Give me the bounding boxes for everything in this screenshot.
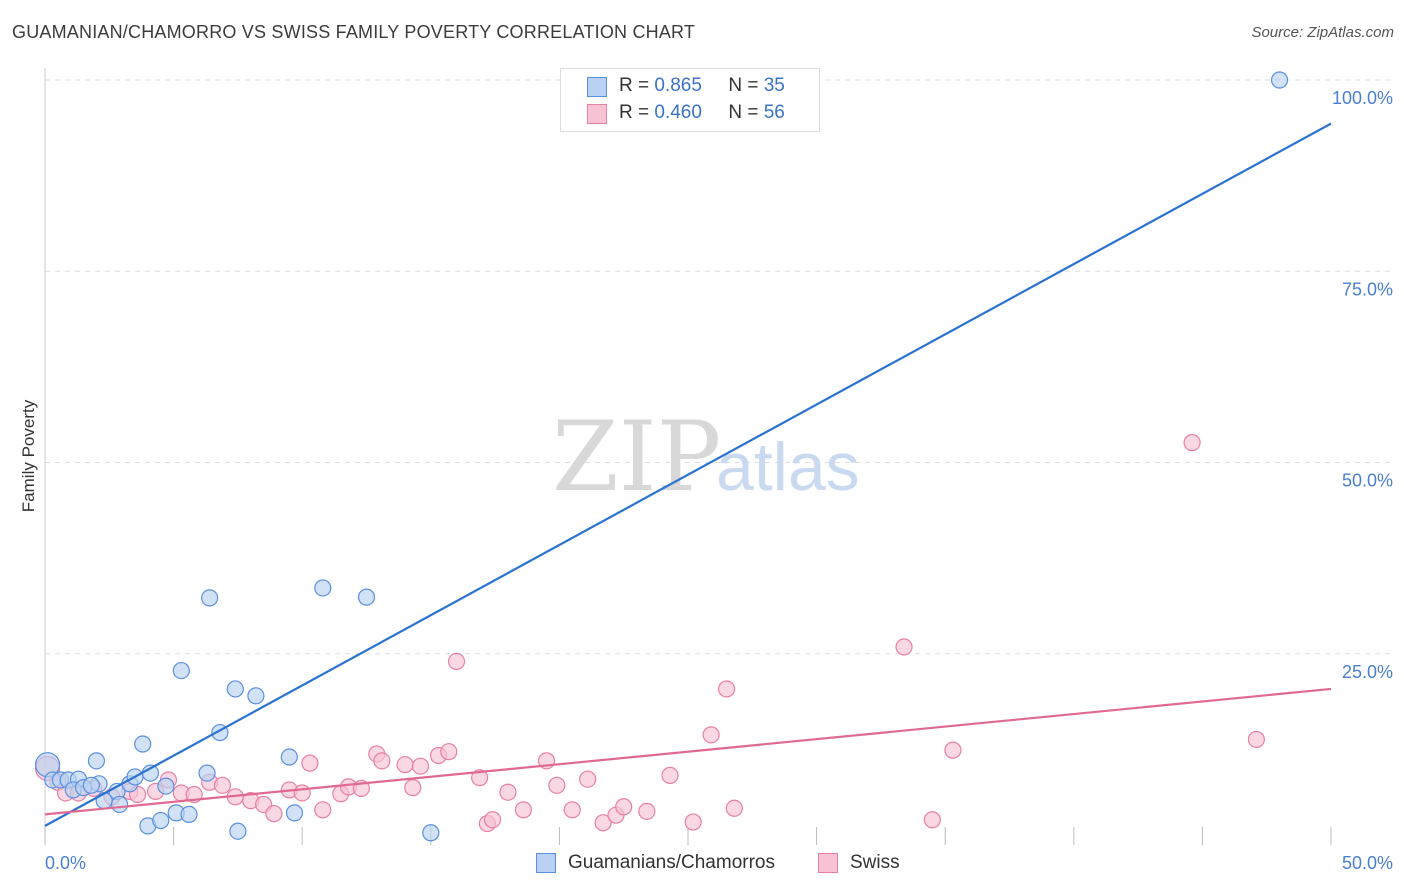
bottom-legend-swatch-blue xyxy=(536,853,556,873)
point-swiss xyxy=(684,813,702,831)
point-guamanian xyxy=(247,687,265,705)
point-swiss xyxy=(594,814,612,832)
regression-line-guamanian xyxy=(44,122,1332,827)
point-guamanian xyxy=(422,824,440,842)
point-swiss xyxy=(396,756,414,774)
point-swiss xyxy=(923,811,941,829)
point-guamanian xyxy=(157,777,175,795)
point-swiss xyxy=(483,811,502,829)
point-guamanian xyxy=(1270,71,1289,89)
point-swiss xyxy=(301,754,319,772)
point-swiss xyxy=(314,801,332,819)
legend-n-label: N = xyxy=(728,102,759,123)
y-tick-label: 50.0% xyxy=(1342,471,1393,491)
y-tick-label: 100.0% xyxy=(1332,88,1393,108)
point-swiss xyxy=(471,769,489,787)
point-guamanian xyxy=(280,748,298,766)
point-guamanian xyxy=(152,811,170,830)
point-guamanian xyxy=(285,804,304,822)
point-swiss xyxy=(702,726,720,744)
legend-r-label: R = xyxy=(619,102,650,123)
y-axis-label: Family Poverty xyxy=(19,399,38,512)
point-swiss xyxy=(661,766,679,784)
point-swiss xyxy=(440,743,458,761)
x-tick-label-min: 0.0% xyxy=(45,853,86,873)
y-tick-label: 25.0% xyxy=(1342,662,1393,682)
legend-n-label: N = xyxy=(728,75,759,96)
stats-legend: R = 0.865 N = 35 R = 0.460 N = 56 xyxy=(560,68,820,132)
point-swiss xyxy=(944,741,962,759)
point-guamanian xyxy=(314,579,332,597)
point-swiss xyxy=(404,779,422,797)
watermark: ZIP atlas xyxy=(552,401,860,513)
point-guamanian xyxy=(172,661,190,680)
axis-layer xyxy=(44,68,1332,845)
watermark-zip: ZIP xyxy=(552,401,721,513)
grid-layer xyxy=(45,79,1392,655)
regression-lines xyxy=(44,122,1332,827)
point-guamanian xyxy=(180,805,198,824)
bottom-legend-swatch-pink xyxy=(818,853,838,873)
point-guamanian xyxy=(229,822,247,840)
regression-line-swiss xyxy=(44,687,1332,816)
legend-r-value: 0.865 xyxy=(654,75,702,96)
point-guamanian xyxy=(201,589,219,607)
point-guamanian xyxy=(110,795,129,814)
point-swiss xyxy=(1247,730,1266,749)
point-swiss xyxy=(411,757,430,775)
point-swiss xyxy=(615,798,633,816)
x-tick-label-max: 50.0% xyxy=(1342,853,1393,873)
bottom-legend-label: Swiss xyxy=(850,852,900,873)
point-swiss xyxy=(514,801,532,819)
legend-r-value: 0.460 xyxy=(654,102,702,123)
point-guamanian xyxy=(134,735,152,753)
watermark-atlas: atlas xyxy=(716,429,860,505)
point-guamanian xyxy=(87,752,106,770)
point-swiss xyxy=(548,776,566,794)
y-tick-label: 75.0% xyxy=(1342,279,1393,299)
point-swiss xyxy=(1183,434,1201,452)
point-swiss xyxy=(895,638,913,656)
point-guamanian xyxy=(357,588,376,606)
chart-title: GUAMANIAN/CHAMORRO VS SWISS FAMILY POVER… xyxy=(12,22,696,42)
point-guamanian xyxy=(82,776,100,794)
source-credit: Source: ZipAtlas.com xyxy=(1251,24,1394,41)
point-swiss xyxy=(447,652,466,671)
point-swiss xyxy=(638,802,656,820)
point-swiss xyxy=(265,805,283,823)
point-swiss xyxy=(717,680,736,698)
point-guamanian xyxy=(226,680,244,698)
point-swiss xyxy=(373,752,391,770)
point-swiss xyxy=(499,783,517,801)
point-swiss xyxy=(563,801,581,819)
points-layer xyxy=(34,71,1289,842)
legend-n-value: 35 xyxy=(763,75,785,96)
point-swiss xyxy=(293,784,311,802)
legend-n-value: 56 xyxy=(763,102,785,123)
bottom-legend-label: Guamanians/Chamorros xyxy=(568,852,775,873)
tick-labels: 25.0% 50.0% 75.0% 100.0% 0.0% 50.0% xyxy=(45,88,1393,873)
point-swiss xyxy=(579,770,597,788)
legend-r-label: R = xyxy=(619,75,650,96)
legend-swatch-blue xyxy=(587,77,607,97)
point-swiss xyxy=(213,776,232,794)
point-swiss xyxy=(725,799,743,817)
point-guamanian xyxy=(198,764,216,782)
legend-swatch-pink xyxy=(587,104,607,124)
